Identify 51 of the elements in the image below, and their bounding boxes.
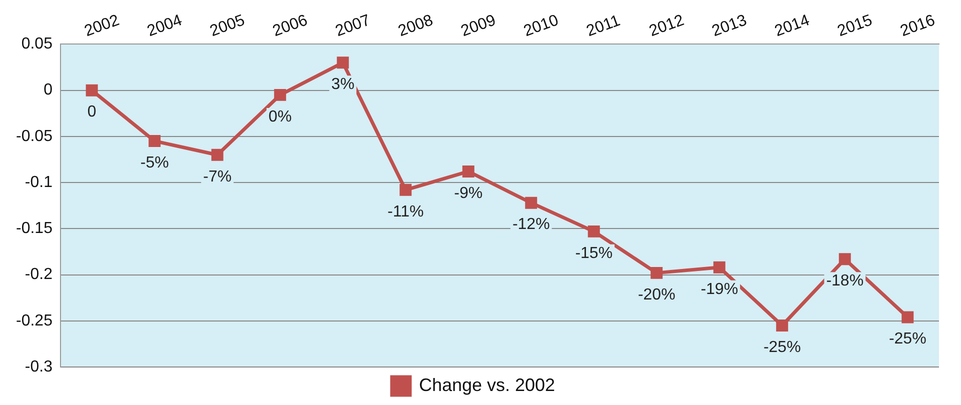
point	[211, 148, 224, 161]
x-tick-label: 2002	[82, 12, 122, 40]
x-tick-label: 2004	[145, 12, 184, 40]
legend-label: Change vs. 2002	[418, 374, 556, 395]
point	[838, 253, 851, 266]
data-label: 3%	[331, 76, 354, 94]
y-tick-label: -0.15	[16, 220, 53, 238]
data-label: 0	[87, 104, 96, 121]
data-label: -9%	[454, 184, 483, 202]
data-label: -25%	[763, 338, 801, 356]
point	[650, 266, 663, 279]
point	[776, 320, 788, 332]
data-label: -15%	[575, 244, 613, 262]
data-label: 0%	[268, 108, 292, 126]
x-tick-label: 2011	[584, 12, 623, 40]
y-tick-label: -0.2	[24, 266, 53, 284]
x-tick-label: 2009	[458, 12, 498, 40]
x-tick-label: 2013	[710, 12, 750, 40]
y-tick-label: -0.3	[24, 358, 53, 376]
x-tick-label: 2007	[333, 12, 373, 40]
y-tick-label: 0	[44, 82, 53, 99]
y-tick-label: -0.25	[16, 312, 53, 330]
point	[148, 135, 161, 148]
x-tick-label: 2012	[647, 12, 686, 40]
point	[274, 88, 286, 101]
x-tick-label: 2005	[208, 12, 248, 40]
y-tick-label: -0.05	[16, 128, 53, 145]
point	[713, 261, 726, 274]
point	[588, 225, 600, 238]
data-label: -5%	[140, 154, 169, 172]
x-tick-label: 2015	[835, 12, 875, 40]
point	[462, 165, 474, 178]
point	[336, 56, 349, 69]
x-tick-label: 2010	[522, 12, 561, 40]
x-tick-label: 2008	[396, 12, 436, 40]
point	[86, 84, 98, 96]
x-tick-label: 2014	[772, 12, 812, 40]
point	[400, 184, 412, 196]
data-label: -19%	[700, 280, 738, 298]
data-label: -20%	[638, 286, 676, 304]
data-label: -11%	[388, 203, 424, 220]
data-label: -7%	[203, 168, 232, 186]
data-label: -18%	[826, 272, 864, 290]
point	[525, 196, 538, 209]
x-tick-label: 2016	[898, 12, 938, 40]
point	[902, 311, 914, 324]
x-tick-label: 2006	[270, 12, 310, 40]
y-tick-label: -0.1	[24, 174, 53, 191]
data-label: -12%	[512, 216, 550, 234]
data-label: -25%	[888, 330, 926, 348]
y-tick-label: 0.05	[21, 36, 53, 53]
